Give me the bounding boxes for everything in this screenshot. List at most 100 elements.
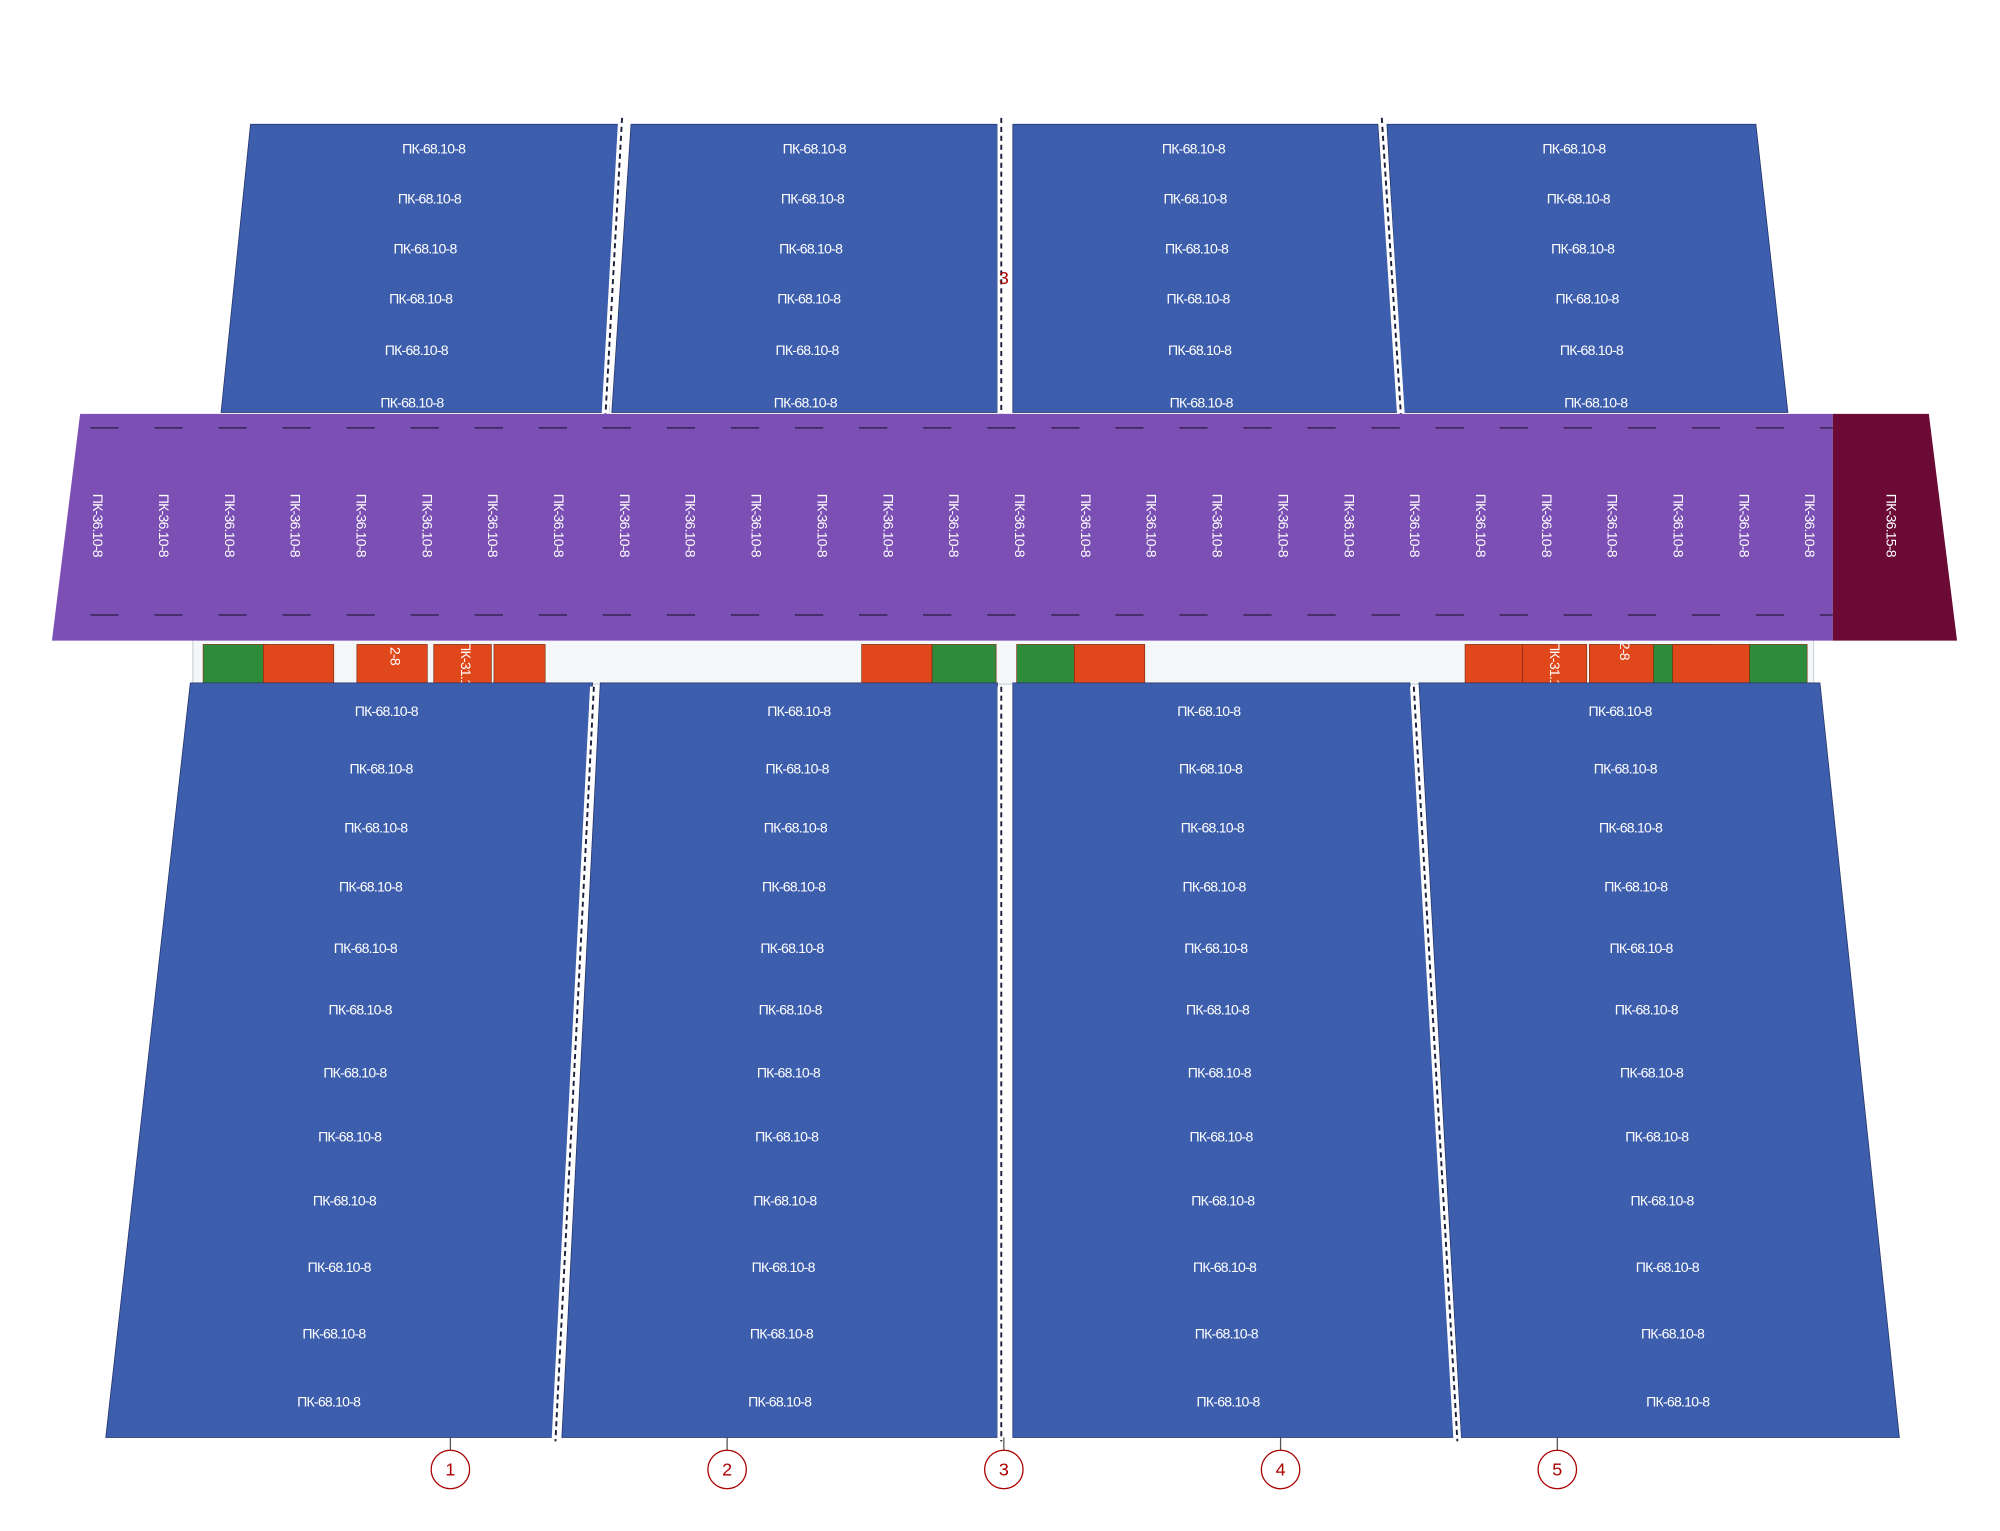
slab-label: ПК-68.10-8	[781, 191, 845, 207]
center-mark: 3	[999, 268, 1009, 288]
slab-label: ПК-68.10-8	[774, 394, 838, 410]
axis-label: 5	[1552, 1460, 1562, 1480]
slab-panel	[1012, 123, 1401, 413]
band-label: ПК-36.10-8	[1012, 494, 1028, 558]
band-label: ПК-36.10-8	[814, 494, 830, 558]
axis-circle	[707, 1449, 747, 1490]
slab-label: ПК-68.10-8	[1625, 1128, 1689, 1144]
strip-label: 2-8	[387, 647, 403, 666]
band-label: ПК-36.10-8	[90, 494, 106, 558]
band-label: ПК-36.10-8	[1078, 494, 1094, 558]
slab-label: ПК-68.10-8	[764, 820, 828, 836]
slab-label: ПК-68.10-8	[308, 1259, 372, 1275]
slab-label: ПК-68.10-8	[777, 291, 841, 307]
slab-panel	[1418, 682, 1900, 1438]
joint-line	[604, 117, 624, 417]
slab-label: ПК-68.10-8	[1547, 191, 1611, 207]
strip-block	[1749, 644, 1808, 684]
slab-label: ПК-68.10-8	[1610, 940, 1674, 956]
strip-block	[356, 644, 428, 684]
axis-label: 3	[999, 1460, 1009, 1480]
slab-label: ПК-68.10-8	[1589, 703, 1653, 719]
slab-label: ПК-68.10-8	[1181, 820, 1245, 836]
strip-block	[1016, 644, 1075, 684]
slab-label: ПК-68.10-8	[762, 879, 826, 895]
band-label: ПК-36.10-8	[1605, 494, 1621, 558]
band-label: ПК-36.10-8	[617, 494, 633, 558]
slab-label: ПК-68.10-8	[313, 1192, 377, 1208]
band-label: ПК-36.10-8	[156, 494, 172, 558]
slab-label: ПК-68.10-8	[302, 1326, 366, 1342]
slab-label: ПК-68.10-8	[334, 940, 398, 956]
slab-panel	[1012, 682, 1456, 1438]
band-label: ПК-36.10-8	[1341, 494, 1357, 558]
strip-block	[202, 644, 268, 684]
slab-label: ПК-68.10-8	[1542, 141, 1606, 157]
joint-line	[1412, 686, 1459, 1442]
joint-line	[554, 686, 595, 1442]
slab-label: ПК-68.10-8	[1636, 1259, 1700, 1275]
band-label: ПК-36.10-8	[1671, 494, 1687, 558]
slab-label: ПК-68.10-8	[385, 342, 449, 358]
slab-label: ПК-68.10-8	[779, 241, 843, 257]
axis-circle	[430, 1449, 471, 1490]
slab-label: ПК-68.10-8	[398, 191, 462, 207]
band-label: ПК-36.10-8	[1802, 494, 1818, 558]
strip-label: ПК-31.1	[458, 641, 474, 687]
slab-panel	[611, 123, 998, 413]
axis-label: 1	[445, 1460, 455, 1480]
strip-block	[493, 644, 546, 684]
slab-label: ПК-68.10-8	[760, 940, 824, 956]
slab-label: ПК-68.10-8	[380, 394, 444, 410]
slab-label: ПК-68.10-8	[1560, 342, 1624, 358]
strip-block	[861, 644, 933, 684]
band-label: ПК-36.10-8	[1473, 494, 1489, 558]
slab-label: ПК-68.10-8	[1186, 1002, 1250, 1018]
strip-block	[1464, 644, 1524, 684]
band-label: ПК-36.10-8	[288, 494, 304, 558]
slab-label: ПК-68.10-8	[1630, 1192, 1694, 1208]
slab-panel	[220, 123, 623, 413]
slab-label: ПК-68.10-8	[1165, 241, 1229, 257]
slab-label: ПК-68.10-8	[750, 1326, 814, 1342]
strip-block	[433, 644, 492, 684]
band-end	[1832, 413, 1958, 641]
slab-label: ПК-68.10-8	[297, 1394, 361, 1410]
slab-label: ПК-68.10-8	[402, 141, 466, 157]
band-label: ПК-36.10-8	[1210, 494, 1226, 558]
slab-label: ПК-68.10-8	[753, 1192, 817, 1208]
band-label: ПК-36.10-8	[551, 494, 567, 558]
slab-label: ПК-68.10-8	[757, 1064, 821, 1080]
strip-block	[1672, 644, 1750, 684]
slab-label: ПК-68.10-8	[1599, 820, 1663, 836]
slab-label: ПК-68.10-8	[767, 703, 831, 719]
band-label: ПК-36.10-8	[222, 494, 238, 558]
strip-label: 2-8	[1617, 642, 1633, 661]
axis-circle	[1537, 1449, 1578, 1490]
axis-label: 2	[722, 1460, 732, 1480]
slab-label: ПК-68.10-8	[339, 879, 403, 895]
slab-label: ПК-68.10-8	[1620, 1064, 1684, 1080]
band-label: ПК-36.10-8	[683, 494, 699, 558]
slab-label: ПК-68.10-8	[1188, 1064, 1252, 1080]
slab-label: ПК-68.10-8	[1190, 1128, 1254, 1144]
band-label: ПК-36.10-8	[353, 494, 369, 558]
band-label: ПК-36.10-8	[419, 494, 435, 558]
slab-label: ПК-68.10-8	[1163, 191, 1227, 207]
slab-label: ПК-68.10-8	[783, 141, 847, 157]
slab-label: ПК-68.10-8	[1168, 342, 1232, 358]
slab-label: ПК-68.10-8	[355, 703, 419, 719]
slab-label: ПК-68.10-8	[759, 1002, 823, 1018]
slab-label: ПК-68.10-8	[1193, 1259, 1257, 1275]
slab-label: ПК-68.10-8	[318, 1128, 382, 1144]
slab-label: ПК-68.10-8	[1177, 703, 1241, 719]
slab-label: ПК-68.10-8	[1170, 394, 1234, 410]
slab-label: ПК-68.10-8	[1615, 1002, 1679, 1018]
strip-label: ПК-31.1	[1547, 641, 1563, 687]
joint-line	[1380, 117, 1402, 417]
axis-label: 4	[1276, 1460, 1286, 1480]
slab-label: ПК-68.10-8	[1162, 141, 1226, 157]
slab-label: ПК-68.10-8	[752, 1259, 816, 1275]
band-label: ПК-36.10-8	[880, 494, 896, 558]
